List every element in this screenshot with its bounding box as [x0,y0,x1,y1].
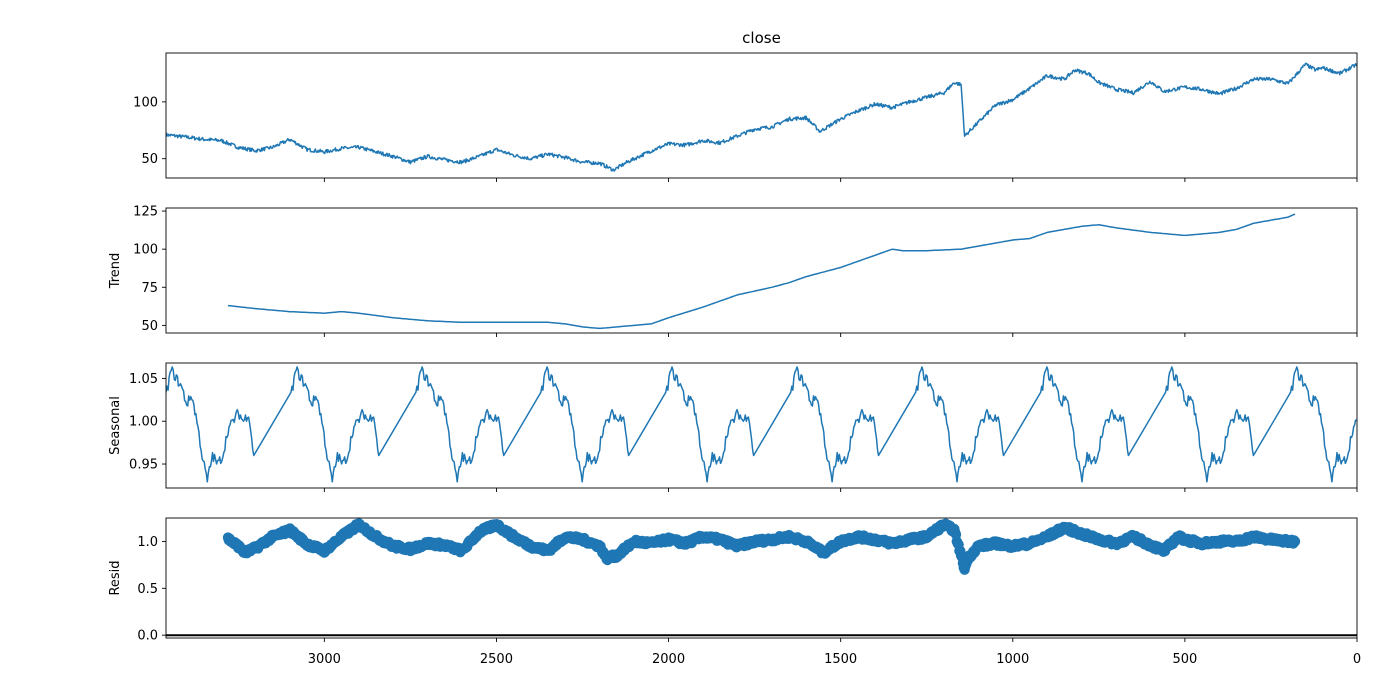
y-tick-label: 100 [133,243,158,258]
y-axis-label: Resid [108,560,123,595]
y-tick-label: 50 [141,152,158,167]
y-axis-label: Trend [108,253,123,290]
plot-area [166,62,1357,172]
axes-frame [165,207,1358,334]
resid-point [1289,536,1301,547]
y-tick-label: 0.5 [137,582,158,597]
y-tick-label: 0.0 [137,629,158,644]
x-tick-label: 500 [1172,652,1197,667]
plot-area [166,518,1357,637]
axes-frame [165,362,1358,489]
series-line [166,366,1357,483]
y-tick-label: 75 [141,281,158,296]
y-axis-label: Seasonal [108,396,123,455]
y-tick-label: 1.0 [137,535,158,550]
x-tick-label: 1000 [996,652,1029,667]
plot-area [166,366,1357,483]
axes-frame [165,517,1358,639]
resid-panel: 0.0 0.5 1.0 3000 2500 2000 1500 1000 500 0 Resid [108,517,1361,667]
y-tick-label: 1.00 [129,415,158,430]
x-tick-label: 3000 [308,652,341,667]
x-tick-label: 1500 [824,652,857,667]
panel-title: close [742,29,781,47]
series-line [166,62,1357,172]
x-tick-label: 0 [1353,652,1361,667]
y-tick-label: 100 [133,95,158,110]
y-tick-label: 50 [141,319,158,334]
x-tick-label: 2000 [652,652,685,667]
close-panel: 50 100 close [133,29,1358,182]
trend-panel: 50 75 100 125 Trend [108,205,1358,337]
y-tick-label: 0.95 [129,458,158,473]
y-tick-label: 125 [133,205,158,220]
y-tick-label: 1.05 [129,372,158,387]
x-tick-label: 2500 [480,652,513,667]
axes-frame [165,52,1358,179]
seasonal-panel: 0.95 1.00 1.05 Seasonal [108,362,1358,492]
plot-area [227,213,1296,330]
series-line [227,213,1296,330]
